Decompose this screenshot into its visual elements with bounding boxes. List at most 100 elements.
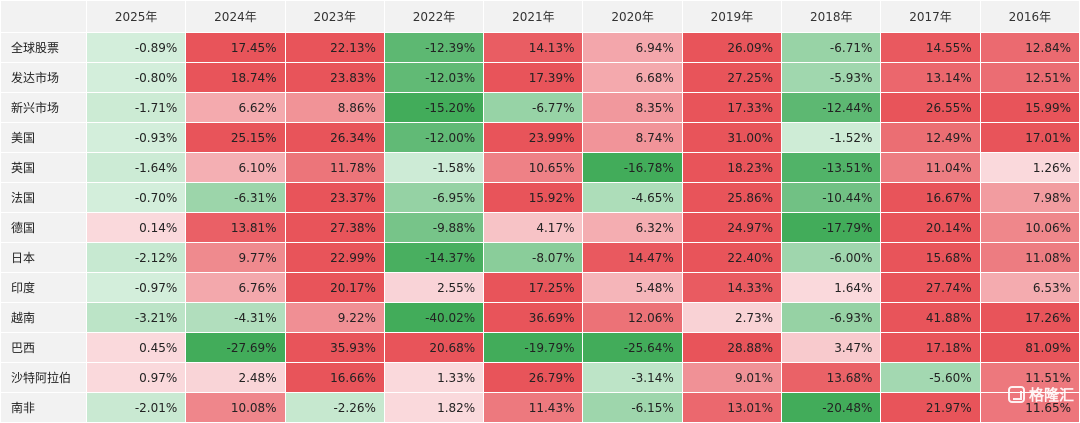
- return-cell: 14.33%: [681, 272, 783, 303]
- return-cell: -0.70%: [85, 182, 187, 213]
- return-cell: 18.74%: [185, 62, 286, 93]
- heatmap-body: 全球股票 -0.89% 17.45% 22.13% -12.39% 14.13% 6.94%…: [0, 32, 1080, 423]
- return-cell: 1.82%: [383, 392, 485, 423]
- return-cell: -6.93%: [781, 302, 882, 333]
- return-cell: 17.26%: [979, 302, 1080, 333]
- return-cell: 16.67%: [880, 182, 981, 213]
- return-cell: 2.55%: [383, 272, 485, 303]
- return-cell: 23.83%: [284, 62, 385, 93]
- market-label: 发达市场: [0, 62, 87, 93]
- return-cell: 8.35%: [582, 92, 683, 123]
- market-label: 沙特阿拉伯: [0, 362, 87, 393]
- market-row: 沙特阿拉伯 0.97% 2.48% 16.66% 1.33% 26.79% -3.14% 9.…: [0, 362, 1080, 393]
- return-cell: -2.12%: [85, 242, 187, 273]
- return-cell: 2.73%: [681, 302, 783, 333]
- return-cell: -6.71%: [781, 32, 882, 63]
- return-cell: -12.00%: [383, 122, 485, 153]
- return-cell: 6.62%: [185, 92, 286, 123]
- market-label: 日本: [0, 242, 87, 273]
- return-cell: 20.14%: [880, 212, 981, 243]
- return-cell: -14.37%: [383, 242, 485, 273]
- return-cell: 0.97%: [85, 362, 187, 393]
- return-cell: 35.93%: [284, 332, 385, 363]
- market-label: 德国: [0, 212, 87, 243]
- market-label: 英国: [0, 152, 87, 183]
- market-row: 英国 -1.64% 6.10% 11.78% -1.58% 10.65% -16.78% 18…: [0, 152, 1080, 183]
- market-row: 美国 -0.93% 25.15% 26.34% -12.00% 23.99% 8.74% 31…: [0, 122, 1080, 153]
- market-row: 新兴市场 -1.71% 6.62% 8.86% -15.20% -6.77% 8.35% 17…: [0, 92, 1080, 123]
- return-cell: -2.26%: [284, 392, 385, 423]
- return-cell: 16.66%: [284, 362, 385, 393]
- return-cell: 26.09%: [681, 32, 783, 63]
- year-header: 2022年: [383, 0, 485, 33]
- return-cell: -6.77%: [483, 92, 584, 123]
- return-cell: 26.34%: [284, 122, 385, 153]
- return-cell: 7.98%: [979, 182, 1080, 213]
- return-cell: -20.48%: [781, 392, 882, 423]
- return-cell: -1.71%: [85, 92, 187, 123]
- market-label: 越南: [0, 302, 87, 333]
- return-cell: 2.48%: [185, 362, 286, 393]
- market-row: 发达市场 -0.80% 18.74% 23.83% -12.03% 17.39% 6.68%…: [0, 62, 1080, 93]
- return-cell: 17.39%: [483, 62, 584, 93]
- return-cell: -6.95%: [383, 182, 485, 213]
- year-header: 2018年: [781, 0, 882, 33]
- return-cell: -12.44%: [781, 92, 882, 123]
- return-cell: 22.99%: [284, 242, 385, 273]
- return-cell: 11.51%: [979, 362, 1080, 393]
- return-cell: -1.58%: [383, 152, 485, 183]
- return-cell: -3.14%: [582, 362, 683, 393]
- return-cell: 14.55%: [880, 32, 981, 63]
- return-cell: -19.79%: [483, 332, 584, 363]
- year-header: 2025年: [85, 0, 187, 33]
- return-cell: -4.31%: [185, 302, 286, 333]
- return-cell: 12.84%: [979, 32, 1080, 63]
- return-cell: -25.64%: [582, 332, 683, 363]
- return-cell: 8.74%: [582, 122, 683, 153]
- return-cell: -6.31%: [185, 182, 286, 213]
- market-row: 越南 -3.21% -4.31% 9.22% -40.02% 36.69% 12.06% 2.…: [0, 302, 1080, 333]
- market-label: 新兴市场: [0, 92, 87, 123]
- return-cell: -15.20%: [383, 92, 485, 123]
- return-cell: 1.64%: [781, 272, 882, 303]
- gelonghui-logo-icon: [1007, 386, 1025, 403]
- return-cell: 27.74%: [880, 272, 981, 303]
- return-cell: -5.60%: [880, 362, 981, 393]
- return-cell: 6.10%: [185, 152, 286, 183]
- return-cell: 15.92%: [483, 182, 584, 213]
- return-cell: -1.64%: [85, 152, 187, 183]
- return-cell: -3.21%: [85, 302, 187, 333]
- return-cell: 0.14%: [85, 212, 187, 243]
- return-cell: -6.00%: [781, 242, 882, 273]
- return-cell: 25.15%: [185, 122, 286, 153]
- market-label: 法国: [0, 182, 87, 213]
- return-cell: -13.51%: [781, 152, 882, 183]
- return-cell: 1.26%: [979, 152, 1080, 183]
- watermark: 格隆汇: [1007, 384, 1074, 405]
- return-cell: -8.07%: [483, 242, 584, 273]
- return-cell: 24.97%: [681, 212, 783, 243]
- watermark-text: 格隆汇: [1028, 386, 1074, 404]
- return-cell: 23.99%: [483, 122, 584, 153]
- return-cell: 9.22%: [284, 302, 385, 333]
- return-cell: 14.13%: [483, 32, 584, 63]
- market-label: 南非: [0, 392, 87, 423]
- market-row: 印度 -0.97% 6.76% 20.17% 2.55% 17.25% 5.48% 14.33…: [0, 272, 1080, 303]
- return-cell: -40.02%: [383, 302, 485, 333]
- return-cell: 9.01%: [681, 362, 783, 393]
- return-cell: 8.86%: [284, 92, 385, 123]
- return-cell: 17.25%: [483, 272, 584, 303]
- return-cell: 27.38%: [284, 212, 385, 243]
- return-cell: 27.25%: [681, 62, 783, 93]
- return-cell: 20.17%: [284, 272, 385, 303]
- year-header: 2017年: [880, 0, 981, 33]
- return-cell: 11.78%: [284, 152, 385, 183]
- return-cell: -4.65%: [582, 182, 683, 213]
- return-cell: 13.01%: [681, 392, 783, 423]
- market-row: 巴西 0.45% -27.69% 35.93% 20.68% -19.79% -25.64%…: [0, 332, 1080, 363]
- market-row: 德国 0.14% 13.81% 27.38% -9.88% 4.17% 6.32% 24.97…: [0, 212, 1080, 243]
- return-cell: -9.88%: [383, 212, 485, 243]
- header-row: 2025年 2024年 2023年 2022年 2021年 2020年 2019年 2018年…: [0, 0, 1080, 33]
- return-cell: -0.97%: [85, 272, 187, 303]
- market-row: 南非 -2.01% 10.08% -2.26% 1.82% 11.43% -6.15% 13.…: [0, 392, 1080, 423]
